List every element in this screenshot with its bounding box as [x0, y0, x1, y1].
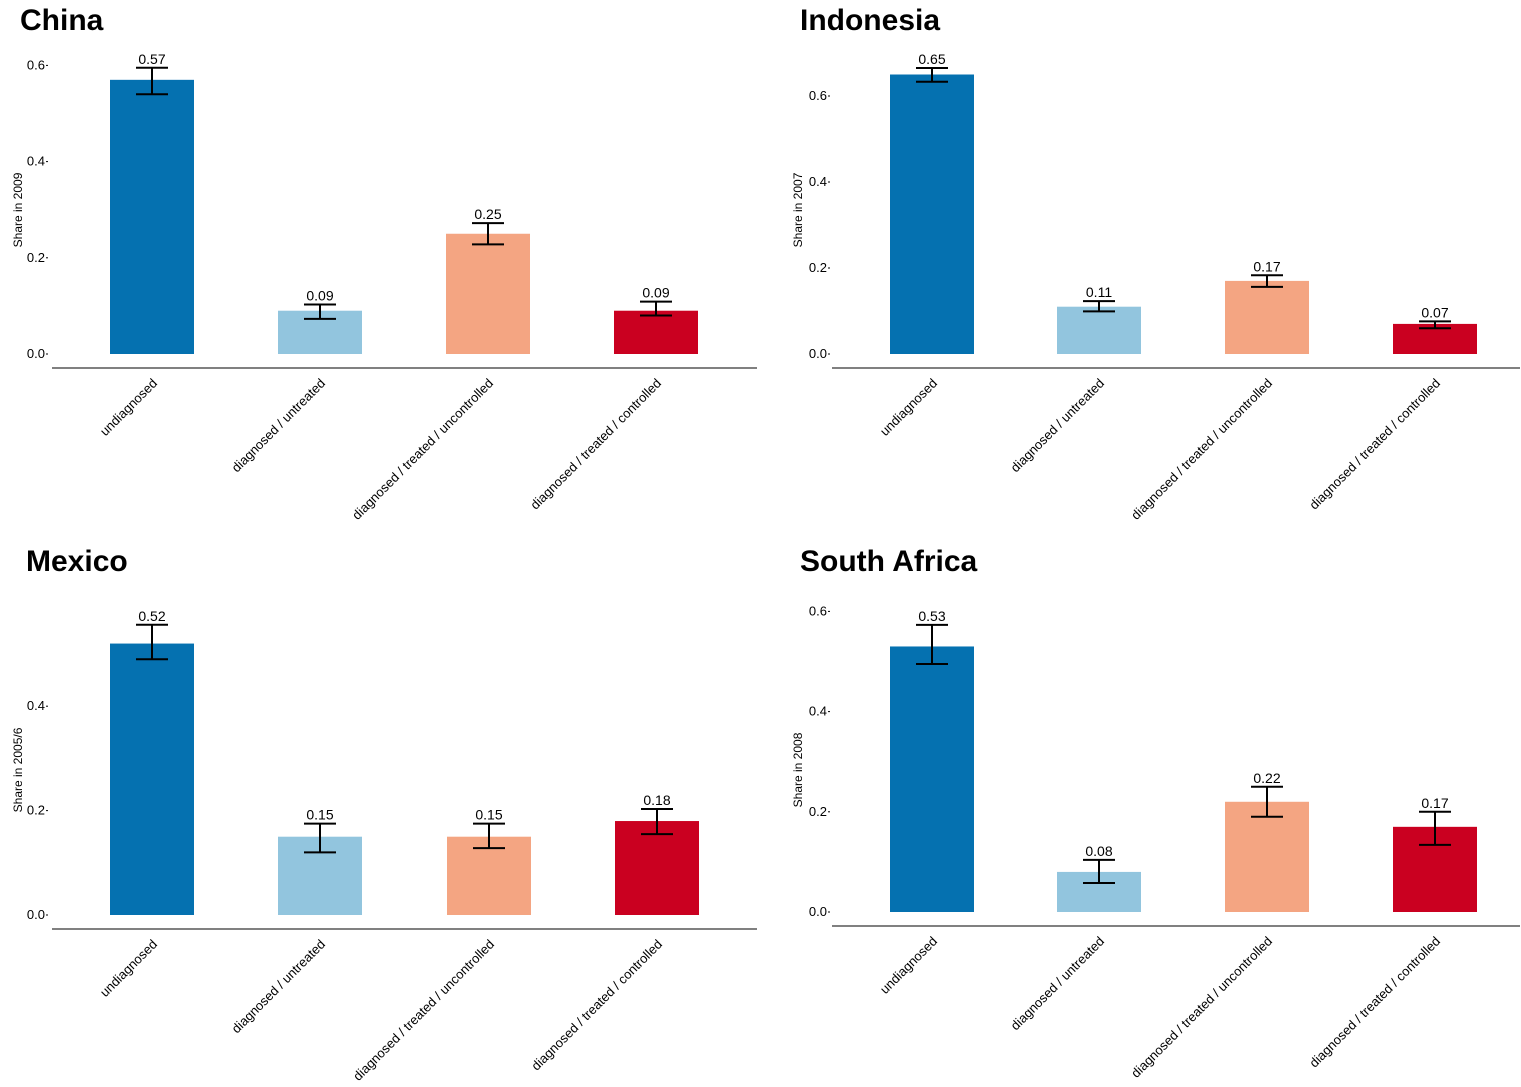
- chart-svg-china: China Share in 2009 0.0 0.2 0.4 0.6 0.57 undiag…: [11, 4, 757, 523]
- y-tick-label: 0.4: [27, 698, 45, 713]
- x-tick-label: undiagnosed: [97, 937, 160, 1000]
- data-label: 0.22: [1253, 770, 1280, 786]
- y-tick-label: 0.0: [27, 907, 45, 922]
- data-label: 0.65: [918, 51, 945, 67]
- chart-title: Mexico: [26, 545, 128, 578]
- y-axis-label: Share in 2007: [791, 172, 805, 247]
- x-tick-label: diagnosed / treated / controlled: [1306, 934, 1443, 1071]
- chart-title: Indonesia: [800, 4, 940, 37]
- bar: [890, 74, 974, 354]
- y-tick-label: 0.0: [809, 904, 827, 919]
- x-tick-label: diagnosed / treated / uncontrolled: [1128, 934, 1275, 1081]
- x-tick-label: diagnosed / untreated: [229, 376, 329, 476]
- data-label: 0.17: [1253, 258, 1280, 274]
- data-label: 0.07: [1421, 304, 1448, 320]
- y-axis-label: Share in 2005/6: [11, 727, 25, 812]
- chart-panel-mexico: Mexico Share in 2005/6 0.0 0.2 0.4 0.52 undiag…: [0, 543, 760, 1084]
- x-tick-label: diagnosed / untreated: [1008, 934, 1108, 1034]
- x-tick-label: diagnosed / treated / uncontrolled: [350, 937, 497, 1084]
- y-tick-label: 0.6: [809, 603, 827, 618]
- y-tick-label: 0.2: [27, 250, 45, 265]
- data-label: 0.18: [643, 792, 670, 808]
- x-tick-label: undiagnosed: [877, 376, 940, 439]
- bar: [1225, 280, 1309, 354]
- data-label: 0.57: [138, 51, 165, 67]
- y-tick-label: 0.2: [809, 804, 827, 819]
- bar: [447, 836, 531, 915]
- chart-svg-south-africa: South Africa Share in 2008 0.0 0.2 0.4 0.6 0.5…: [791, 545, 1520, 1081]
- y-axis-label: Share in 2008: [791, 732, 805, 807]
- data-label: 0.15: [306, 807, 333, 823]
- y-tick-label: 0.0: [27, 346, 45, 361]
- chart-title: China: [20, 4, 104, 37]
- data-label: 0.09: [642, 285, 669, 301]
- x-tick-label: undiagnosed: [877, 934, 940, 997]
- chart-title: South Africa: [800, 545, 978, 578]
- chart-panel-china: China Share in 2009 0.0 0.2 0.4 0.6 0.57 undiag…: [0, 0, 760, 540]
- x-tick-label: diagnosed / untreated: [229, 937, 329, 1037]
- data-label: 0.25: [474, 206, 501, 222]
- y-tick-label: 0.4: [809, 704, 827, 719]
- x-tick-label: diagnosed / treated / uncontrolled: [1128, 376, 1275, 523]
- x-tick-label: undiagnosed: [97, 376, 160, 439]
- x-tick-label: diagnosed / treated / controlled: [528, 937, 665, 1074]
- data-label: 0.08: [1085, 843, 1112, 859]
- bar: [110, 643, 194, 915]
- data-label: 0.53: [918, 608, 945, 624]
- x-tick-label: diagnosed / treated / controlled: [527, 376, 664, 513]
- x-tick-label: diagnosed / untreated: [1008, 376, 1108, 476]
- data-label: 0.09: [306, 287, 333, 303]
- chart-panel-south-africa: South Africa Share in 2008 0.0 0.2 0.4 0.6 0.5…: [780, 543, 1521, 1083]
- bar: [615, 821, 699, 915]
- y-tick-label: 0.6: [27, 57, 45, 72]
- y-tick-label: 0.0: [809, 346, 827, 361]
- chart-svg-indonesia: Indonesia Share in 2007 0.0 0.2 0.4 0.6 0.65 un…: [791, 4, 1520, 523]
- bar: [1225, 801, 1309, 912]
- data-label: 0.52: [138, 608, 165, 624]
- data-label: 0.15: [475, 807, 502, 823]
- bar: [614, 310, 698, 354]
- y-tick-label: 0.2: [27, 803, 45, 818]
- y-tick-label: 0.6: [809, 88, 827, 103]
- x-tick-label: diagnosed / treated / uncontrolled: [349, 376, 496, 523]
- bar: [110, 79, 194, 354]
- bar: [1057, 306, 1141, 354]
- y-axis-label: Share in 2009: [11, 172, 25, 247]
- y-tick-label: 0.2: [809, 260, 827, 275]
- chart-svg-mexico: Mexico Share in 2005/6 0.0 0.2 0.4 0.52 undiag…: [11, 545, 757, 1084]
- bar: [446, 233, 530, 354]
- data-label: 0.11: [1086, 284, 1112, 300]
- x-tick-label: diagnosed / treated / controlled: [1306, 376, 1443, 513]
- y-tick-label: 0.4: [27, 154, 45, 169]
- data-label: 0.17: [1421, 795, 1448, 811]
- bar: [890, 646, 974, 912]
- chart-panel-indonesia: Indonesia Share in 2007 0.0 0.2 0.4 0.6 0.65 un…: [780, 0, 1521, 540]
- y-tick-label: 0.4: [809, 174, 827, 189]
